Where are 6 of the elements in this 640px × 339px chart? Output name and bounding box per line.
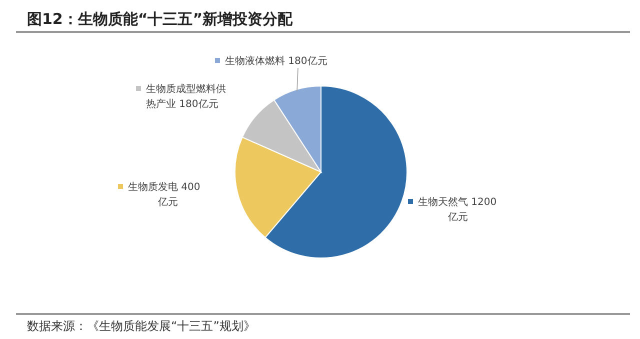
legend-label: 生物质发电 400亿元 [128, 181, 200, 208]
chart-title: 图12：生物质能“十三五”新增投资分配 [27, 10, 294, 28]
source-note: 数据来源：《生物质能发展“十三五”规划》 [27, 319, 256, 333]
legend-label: 生物质成型燃料供热产业 180亿元 [146, 83, 226, 110]
legend-label: 生物液体燃料 180亿元 [225, 55, 328, 67]
legend-label: 生物天然气 1200亿元 [418, 196, 497, 223]
